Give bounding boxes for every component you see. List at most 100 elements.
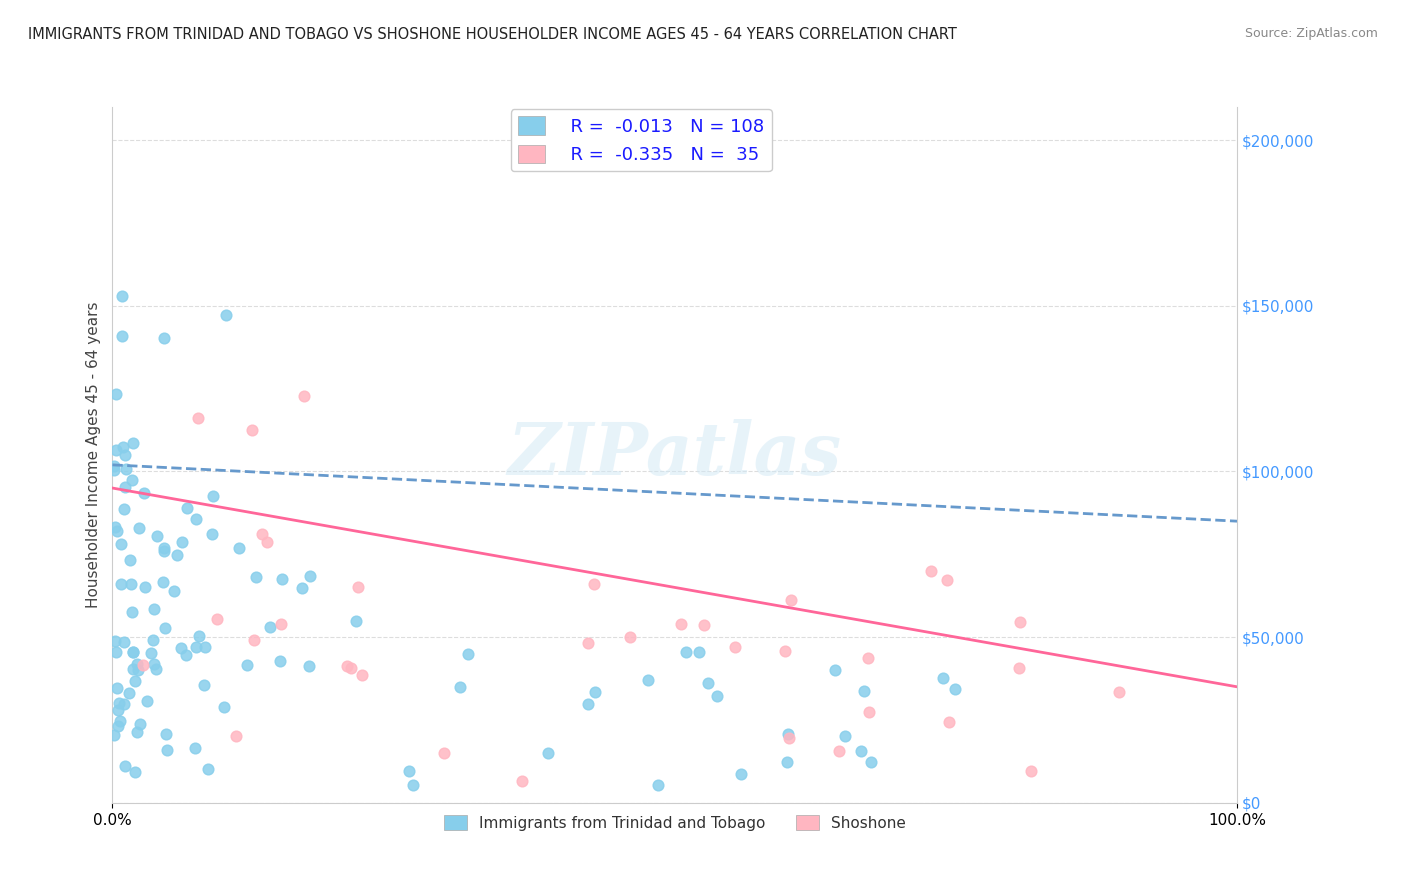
Point bbox=[776, 756, 799, 770]
Point bbox=[122, 644, 145, 658]
Point bbox=[122, 662, 145, 676]
Point bbox=[139, 647, 162, 661]
Point bbox=[187, 411, 209, 425]
Point bbox=[111, 440, 134, 454]
Point bbox=[108, 697, 131, 711]
Point bbox=[225, 730, 247, 744]
Point bbox=[129, 717, 152, 731]
Point bbox=[1019, 764, 1042, 778]
Point bbox=[647, 778, 669, 792]
Point bbox=[115, 462, 138, 476]
Point bbox=[669, 617, 692, 632]
Point bbox=[114, 480, 136, 494]
Point bbox=[186, 512, 208, 526]
Point bbox=[245, 570, 267, 584]
Point bbox=[1010, 615, 1032, 630]
Point bbox=[142, 657, 165, 672]
Point bbox=[236, 658, 259, 673]
Point bbox=[697, 676, 720, 690]
Text: IMMIGRANTS FROM TRINIDAD AND TOBAGO VS SHOSHONE HOUSEHOLDER INCOME AGES 45 - 64 : IMMIGRANTS FROM TRINIDAD AND TOBAGO VS S… bbox=[28, 27, 957, 42]
Point bbox=[675, 645, 697, 659]
Point bbox=[112, 697, 135, 711]
Point bbox=[128, 521, 150, 535]
Point bbox=[512, 773, 534, 788]
Point bbox=[166, 548, 188, 562]
Point bbox=[298, 658, 321, 673]
Point bbox=[153, 621, 176, 635]
Point bbox=[103, 458, 125, 473]
Point bbox=[214, 308, 236, 322]
Point bbox=[344, 614, 367, 628]
Point bbox=[134, 485, 156, 500]
Point bbox=[114, 758, 136, 772]
Point bbox=[143, 602, 166, 616]
Point bbox=[724, 640, 747, 655]
Point bbox=[780, 593, 803, 607]
Point bbox=[142, 633, 165, 648]
Point bbox=[931, 671, 953, 685]
Point bbox=[188, 629, 211, 643]
Point bbox=[107, 703, 129, 717]
Point bbox=[174, 648, 197, 663]
Point bbox=[256, 534, 278, 549]
Point bbox=[449, 681, 471, 695]
Point bbox=[127, 724, 149, 739]
Point bbox=[1108, 685, 1130, 699]
Point bbox=[193, 677, 215, 691]
Point bbox=[693, 618, 716, 632]
Point bbox=[118, 686, 141, 700]
Point bbox=[111, 329, 134, 343]
Point bbox=[104, 520, 127, 534]
Point bbox=[1008, 660, 1031, 674]
Point bbox=[120, 553, 142, 567]
Point bbox=[706, 689, 728, 703]
Point bbox=[146, 529, 169, 543]
Point bbox=[184, 640, 207, 654]
Point bbox=[583, 685, 606, 699]
Point bbox=[201, 527, 224, 541]
Point bbox=[228, 541, 250, 555]
Point bbox=[457, 647, 479, 661]
Point bbox=[336, 659, 359, 673]
Point bbox=[105, 524, 128, 538]
Point bbox=[127, 657, 149, 672]
Point bbox=[858, 651, 880, 665]
Point bbox=[153, 543, 176, 558]
Point bbox=[104, 387, 127, 401]
Point bbox=[145, 662, 167, 676]
Point bbox=[730, 766, 752, 780]
Point bbox=[124, 765, 146, 780]
Point bbox=[184, 740, 207, 755]
Point bbox=[824, 663, 846, 677]
Point bbox=[105, 681, 128, 695]
Point bbox=[834, 729, 856, 743]
Point bbox=[350, 667, 373, 681]
Point bbox=[576, 636, 599, 650]
Text: Source: ZipAtlas.com: Source: ZipAtlas.com bbox=[1244, 27, 1378, 40]
Point bbox=[110, 577, 132, 591]
Point bbox=[576, 698, 599, 712]
Point bbox=[402, 779, 425, 793]
Point bbox=[107, 718, 129, 732]
Y-axis label: Householder Income Ages 45 - 64 years: Householder Income Ages 45 - 64 years bbox=[86, 301, 101, 608]
Point bbox=[291, 581, 314, 595]
Point bbox=[269, 655, 291, 669]
Point bbox=[170, 641, 193, 656]
Point bbox=[104, 633, 127, 648]
Point bbox=[637, 673, 659, 687]
Point bbox=[938, 715, 960, 730]
Point bbox=[619, 630, 641, 644]
Point bbox=[176, 501, 198, 516]
Point bbox=[108, 714, 131, 729]
Point bbox=[105, 442, 128, 457]
Point bbox=[134, 580, 156, 594]
Point bbox=[270, 572, 292, 586]
Point bbox=[153, 331, 176, 345]
Point bbox=[214, 700, 236, 714]
Point bbox=[347, 580, 370, 594]
Point bbox=[858, 705, 880, 719]
Point bbox=[114, 449, 136, 463]
Point bbox=[112, 502, 135, 516]
Legend: Immigrants from Trinidad and Tobago, Shoshone: Immigrants from Trinidad and Tobago, Sho… bbox=[437, 809, 912, 837]
Point bbox=[170, 535, 193, 549]
